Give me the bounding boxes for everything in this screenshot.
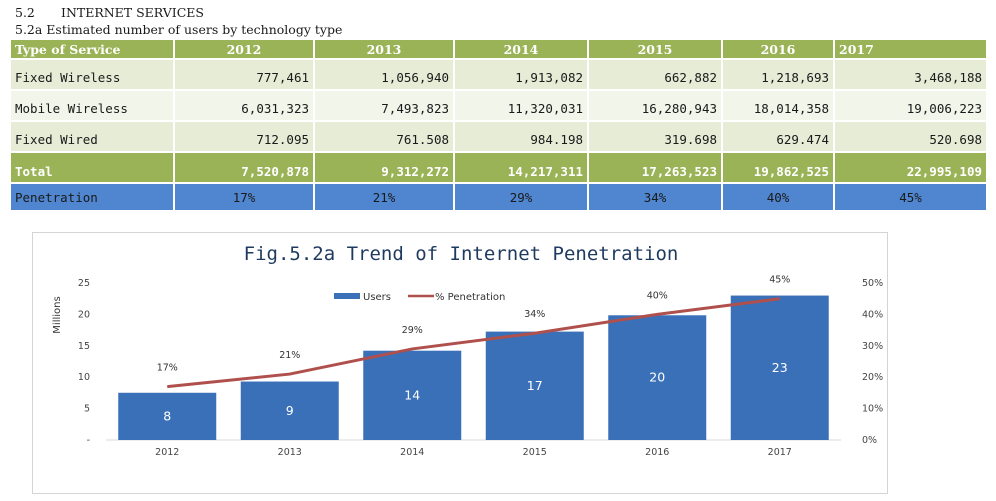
x-tick-label: 2017 — [768, 447, 792, 458]
bar-users — [485, 331, 584, 440]
table-cell: 14,217,311 — [454, 152, 589, 184]
bar-value-label: 17 — [527, 378, 543, 393]
section-title: INTERNET SERVICES — [61, 5, 204, 20]
table-cell: 34% — [588, 183, 723, 212]
table-cell: 21% — [314, 183, 455, 212]
table-cell: 1,218,693 — [722, 59, 835, 91]
y2-tick-label: 10% — [862, 404, 883, 415]
table-cell: 18,014,358 — [722, 90, 835, 122]
chart-legend: Users % Penetration — [334, 292, 505, 303]
header-cell: Type of Service — [11, 40, 175, 60]
table-cell: 1,913,082 — [454, 59, 589, 91]
table-cell: 629.474 — [722, 121, 835, 153]
table-cell: 19,862,525 — [722, 152, 835, 184]
x-tick-label: 2015 — [523, 447, 547, 458]
bar-value-label: 14 — [404, 387, 420, 402]
table-cell: 984.198 — [454, 121, 589, 153]
y-tick-label: - — [87, 435, 90, 446]
table-cell: 319.698 — [588, 121, 723, 153]
penetration-chart: Fig.5.2a Trend of Internet Penetration M… — [52, 243, 883, 458]
penetration-value-label: 34% — [524, 309, 545, 320]
y2-tick-label: 0% — [862, 435, 877, 446]
bar-users — [730, 295, 829, 440]
y-axis-label: Millions — [52, 296, 63, 333]
y2-tick-label: 50% — [862, 278, 883, 289]
legend-users-swatch — [334, 293, 360, 299]
table-row: Mobile Wireless 6,031,323 7,493,823 11,3… — [11, 90, 988, 122]
x-tick-label: 2014 — [400, 447, 424, 458]
y2-tick-label: 20% — [862, 372, 883, 383]
table-row: Fixed Wireless 777,461 1,056,940 1,913,0… — [11, 59, 988, 91]
x-tick-label: 2012 — [155, 447, 179, 458]
bar-users — [608, 315, 707, 440]
table-cell: 19,006,223 — [834, 90, 988, 122]
y-tick-label: 20 — [78, 309, 90, 320]
table-cell: 761.508 — [314, 121, 455, 153]
x-tick-label: 2013 — [278, 447, 302, 458]
table-penetration-row: Penetration 17% 21% 29% 34% 40% 45% — [11, 183, 988, 212]
row-label: Penetration — [11, 183, 175, 212]
y-tick-label: 15 — [78, 341, 90, 352]
bar-users — [118, 392, 217, 440]
legend-users-label: Users — [363, 292, 391, 303]
penetration-line — [167, 297, 780, 389]
table-row: Fixed Wired 712.095 761.508 984.198 319.… — [11, 121, 988, 153]
table-cell: 16,280,943 — [588, 90, 723, 122]
chart-title: Fig.5.2a Trend of Internet Penetration — [244, 243, 679, 265]
penetration-value-label: 17% — [157, 363, 178, 374]
penetration-value-label: 45% — [769, 275, 790, 286]
legend-penetration-label: % Penetration — [435, 292, 505, 303]
table-cell: 662,882 — [588, 59, 723, 91]
penetration-value-label: 40% — [647, 290, 668, 301]
header-cell: 2014 — [454, 40, 589, 60]
bar-value-label: 8 — [163, 408, 171, 423]
table-cell: 17,263,523 — [588, 152, 723, 184]
table-cell: 45% — [834, 183, 988, 212]
y2-tick-label: 40% — [862, 309, 883, 320]
header-cell: 2012 — [174, 40, 315, 60]
header-cell: 2016 — [722, 40, 835, 60]
row-label: Total — [11, 152, 175, 184]
table-cell: 6,031,323 — [174, 90, 315, 122]
table-cell: 29% — [454, 183, 589, 212]
bar-value-label: 20 — [649, 370, 665, 385]
x-tick-label: 2016 — [645, 447, 669, 458]
table-cell: 11,320,031 — [454, 90, 589, 122]
table-cell: 40% — [722, 183, 835, 212]
y2-tick-label: 30% — [862, 341, 883, 352]
table-cell: 17% — [174, 183, 315, 212]
row-label: Fixed Wireless — [11, 59, 175, 91]
bar-value-label: 23 — [772, 360, 788, 375]
row-label: Mobile Wireless — [11, 90, 175, 122]
section-heading: 5.2 INTERNET SERVICES — [15, 6, 204, 20]
chart-container: Fig.5.2a Trend of Internet Penetration M… — [32, 232, 888, 494]
table-cell: 22,995,109 — [834, 152, 988, 184]
header-cell: 2013 — [314, 40, 455, 60]
table-total-row: Total 7,520,878 9,312,272 14,217,311 17,… — [11, 152, 988, 184]
table-cell: 1,056,940 — [314, 59, 455, 91]
table-cell: 520.698 — [834, 121, 988, 153]
penetration-value-label: 29% — [402, 325, 423, 336]
table-header-row: Type of Service 2012 2013 2014 2015 2016… — [11, 40, 988, 60]
table-cell: 7,493,823 — [314, 90, 455, 122]
table-cell: 9,312,272 — [314, 152, 455, 184]
bar-users — [363, 350, 462, 440]
table-caption: 5.2a Estimated number of users by techno… — [15, 22, 343, 37]
header-cell: 2017 — [834, 40, 988, 60]
section-number: 5.2 — [15, 5, 35, 20]
table-cell: 7,520,878 — [174, 152, 315, 184]
table-cell: 3,468,188 — [834, 59, 988, 91]
users-table: Type of Service 2012 2013 2014 2015 2016… — [11, 40, 988, 212]
bar-value-label: 9 — [286, 403, 294, 418]
y-tick-label: 5 — [84, 404, 90, 415]
table-cell: 777,461 — [174, 59, 315, 91]
row-label: Fixed Wired — [11, 121, 175, 153]
table-cell: 712.095 — [174, 121, 315, 153]
header-cell: 2015 — [588, 40, 723, 60]
y-tick-label: 25 — [78, 278, 90, 289]
penetration-value-label: 21% — [279, 350, 300, 361]
bar-users — [240, 381, 339, 440]
y-tick-label: 10 — [78, 372, 90, 383]
